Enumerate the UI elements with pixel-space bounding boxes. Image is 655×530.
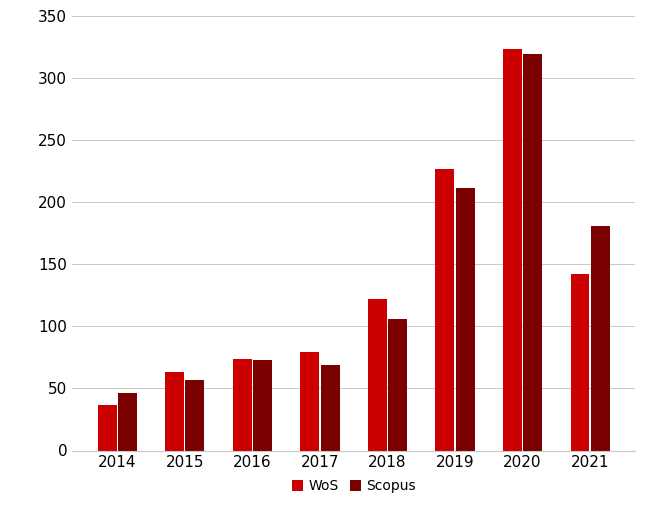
Bar (571, 274, 590, 450)
Bar (436, 169, 455, 450)
Legend: WoS, Scopus: WoS, Scopus (284, 472, 423, 500)
Bar (503, 49, 522, 450)
Bar (98, 404, 117, 450)
Bar (523, 55, 542, 450)
Bar (233, 359, 252, 450)
Bar (118, 393, 137, 450)
Bar (320, 365, 339, 450)
Bar (301, 352, 319, 450)
Bar (388, 319, 407, 450)
Bar (165, 372, 184, 450)
Bar (456, 189, 475, 450)
Bar (253, 360, 272, 450)
Bar (368, 299, 387, 450)
Bar (591, 226, 610, 450)
Bar (185, 379, 204, 450)
